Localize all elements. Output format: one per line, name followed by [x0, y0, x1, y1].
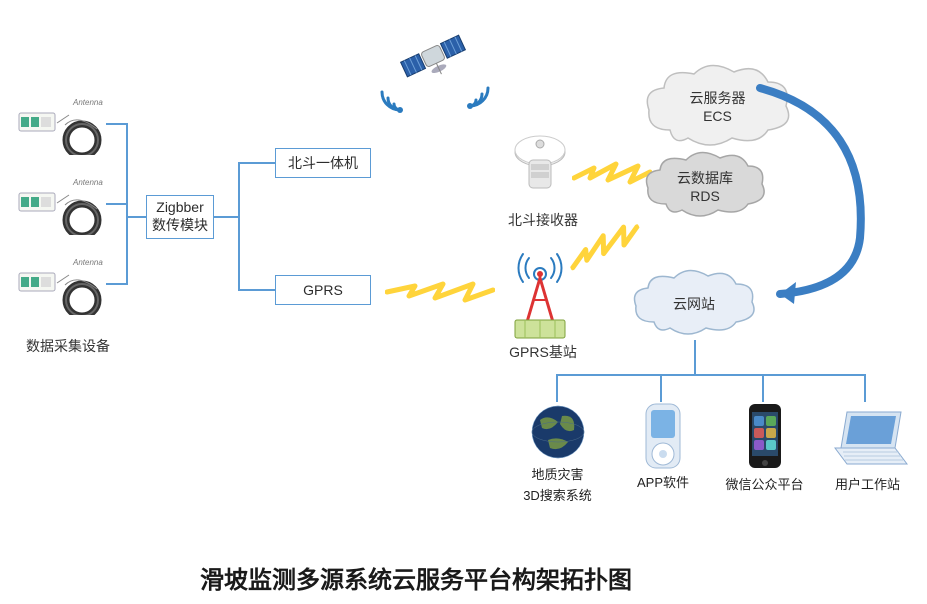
client-app-label: APP软件 — [628, 472, 698, 491]
gprs-basestation-icon — [505, 250, 575, 350]
svg-text:Antenna: Antenna — [72, 98, 103, 107]
connector-line — [762, 374, 764, 402]
gprs-box-label: GPRS — [303, 282, 343, 298]
connector-line — [660, 374, 662, 402]
connector-line — [214, 216, 238, 218]
client-workstation-label: 用户工作站 — [820, 474, 915, 493]
site-cloud-label: 云网站 — [628, 294, 760, 314]
data-acquisition-device: Antenna — [17, 175, 107, 240]
zigbee-label-1: Zigbber — [156, 199, 203, 215]
client-wechat: 微信公众平台 — [722, 402, 807, 493]
client-globe: 地质灾害 3D搜索系统 — [520, 402, 595, 504]
client-globe-label-2: 3D搜索系统 — [520, 485, 595, 504]
connector-line — [238, 162, 275, 164]
zigbee-label-2: 数传模块 — [152, 215, 208, 235]
data-acquisition-device: Antenna — [17, 95, 107, 160]
diagram-canvas: 滑坡监测多源系统云服务平台构架拓扑图 Zigbber 数传模块 北斗一体机 GP… — [0, 0, 927, 604]
wifi-signal-icon — [460, 76, 500, 121]
connector-line — [556, 374, 558, 402]
beidou-box-label: 北斗一体机 — [288, 153, 358, 173]
curved-arrow — [750, 78, 900, 313]
client-app: APP软件 — [628, 402, 698, 491]
client-workstation: 用户工作站 — [820, 406, 915, 493]
beidou-receiver-icon — [505, 130, 575, 215]
connector-line — [106, 203, 126, 205]
gprs-box: GPRS — [275, 275, 371, 305]
svg-text:Antenna: Antenna — [72, 258, 103, 267]
lightning-bolt-icon — [385, 278, 495, 313]
connector-line — [126, 216, 146, 218]
data-acquisition-device: Antenna — [17, 255, 107, 320]
gprs-basestation-label: GPRS基站 — [503, 342, 583, 362]
connector-line — [694, 340, 696, 374]
connector-line — [238, 289, 275, 291]
site-cloud: 云网站 — [628, 266, 760, 344]
connector-line — [106, 123, 126, 125]
beidou-box: 北斗一体机 — [275, 148, 371, 178]
client-wechat-label: 微信公众平台 — [722, 474, 807, 493]
zigbee-box: Zigbber 数传模块 — [146, 195, 214, 239]
client-globe-label-1: 地质灾害 — [520, 464, 595, 483]
connector-line — [126, 123, 128, 285]
svg-text:Antenna: Antenna — [72, 178, 103, 187]
connector-line — [556, 374, 866, 376]
diagram-title: 滑坡监测多源系统云服务平台构架拓扑图 — [200, 560, 632, 595]
devices-label: 数据采集设备 — [18, 336, 118, 356]
connector-line — [238, 162, 240, 290]
wifi-signal-icon — [370, 80, 410, 125]
beidou-receiver-label: 北斗接收器 — [498, 210, 588, 230]
connector-line — [864, 374, 866, 402]
connector-line — [106, 283, 126, 285]
